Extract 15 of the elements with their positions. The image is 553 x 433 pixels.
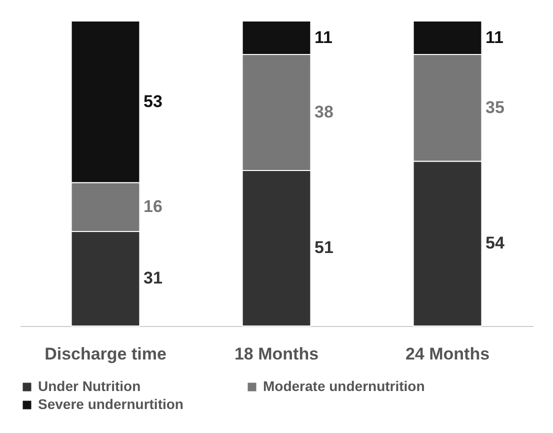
data-label: 51 bbox=[314, 238, 334, 258]
x-tick-label: Discharge time bbox=[44, 344, 166, 364]
data-label: 35 bbox=[486, 98, 504, 117]
data-label: 54 bbox=[486, 234, 505, 253]
legend-label: Under Nutrition bbox=[38, 378, 141, 394]
data-label: 11 bbox=[314, 28, 332, 47]
data-label: 38 bbox=[314, 102, 334, 122]
data-label: 53 bbox=[144, 92, 162, 111]
data-label: 31 bbox=[144, 268, 162, 288]
data-label: 16 bbox=[144, 197, 162, 216]
x-tick-label: 24 Months bbox=[405, 344, 490, 364]
legend-label: Moderate undernutrition bbox=[263, 378, 425, 394]
data-label: 11 bbox=[486, 28, 504, 47]
x-tick-label: 18 Months bbox=[234, 344, 319, 364]
legend-label: Severe undernurtition bbox=[38, 396, 184, 412]
